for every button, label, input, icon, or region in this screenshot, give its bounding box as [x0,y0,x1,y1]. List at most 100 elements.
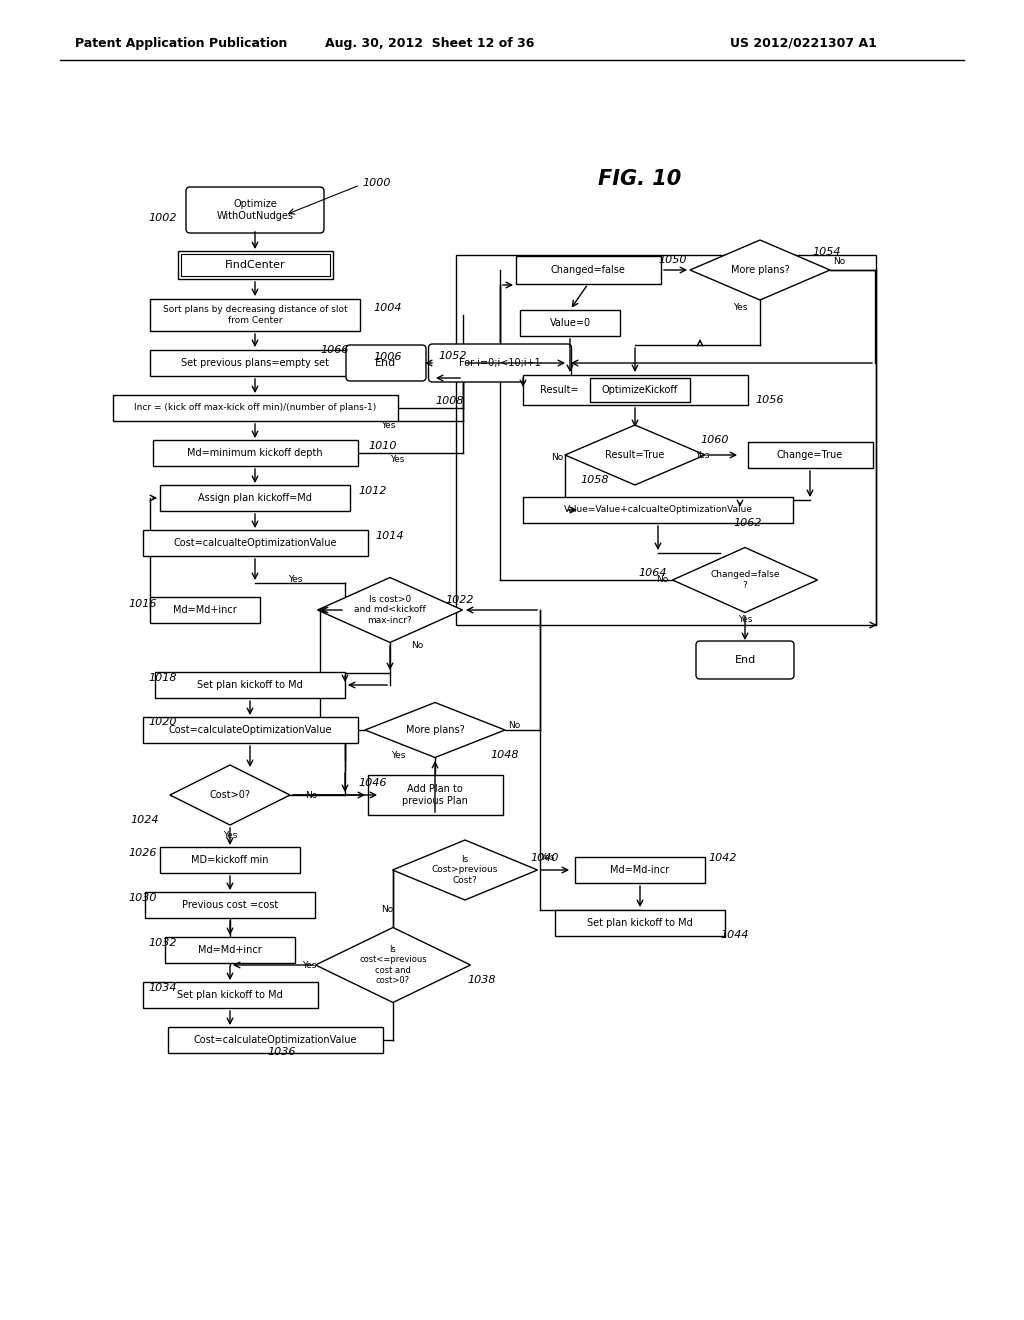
Text: 1026: 1026 [128,847,157,858]
Text: 1060: 1060 [700,436,728,445]
Polygon shape [317,578,463,643]
Text: 1066: 1066 [319,345,348,355]
Text: 1038: 1038 [467,975,496,985]
Bar [113,395,397,421]
Text: No: No [508,722,520,730]
Text: Result=: Result= [540,385,579,395]
Text: 1064: 1064 [638,568,667,578]
Bar [180,253,330,276]
Polygon shape [315,928,470,1002]
Text: 1050: 1050 [658,255,686,265]
Text: Result=True: Result=True [605,450,665,459]
Text: 1008: 1008 [435,396,464,407]
Text: 1016: 1016 [128,599,157,609]
Text: 1010: 1010 [368,441,396,451]
Text: Yes: Yes [223,830,238,840]
Bar [155,672,345,698]
Text: 1002: 1002 [148,213,176,223]
Text: Yes: Yes [302,961,316,969]
Text: Changed=false: Changed=false [551,265,626,275]
Text: 1052: 1052 [438,351,467,360]
Text: Yes: Yes [540,854,554,862]
Text: More plans?: More plans? [731,265,790,275]
Polygon shape [690,240,830,300]
FancyBboxPatch shape [346,345,426,381]
Text: Yes: Yes [733,304,748,313]
Text: No: No [381,906,393,915]
Text: Set plan kickoff to Md: Set plan kickoff to Md [177,990,283,1001]
Text: Yes: Yes [391,751,406,759]
Text: 1054: 1054 [812,247,841,257]
Polygon shape [170,766,290,825]
Text: Value=0: Value=0 [550,318,591,327]
Text: Set plan kickoff to Md: Set plan kickoff to Md [198,680,303,690]
Bar [368,775,503,814]
Text: 1032: 1032 [148,939,176,948]
FancyBboxPatch shape [696,642,794,678]
Text: 1056: 1056 [755,395,783,405]
Text: Assign plan kickoff=Md: Assign plan kickoff=Md [198,492,312,503]
Polygon shape [392,840,538,900]
Text: Yes: Yes [695,450,710,459]
Bar [150,300,360,331]
Bar [177,251,333,279]
Bar [160,484,350,511]
Text: No: No [411,640,423,649]
Text: Md=Md-incr: Md=Md-incr [610,865,670,875]
Text: Is cost>0
and md<kickoff
max-incr?: Is cost>0 and md<kickoff max-incr? [354,595,426,624]
Bar [555,909,725,936]
Text: Md=Md+incr: Md=Md+incr [198,945,262,954]
Text: OptimizeKickoff: OptimizeKickoff [602,385,678,395]
Bar [142,717,357,743]
Text: Cost=calculateOptimizationValue: Cost=calculateOptimizationValue [194,1035,356,1045]
Text: FindCenter: FindCenter [224,260,286,271]
Text: FIG. 10: FIG. 10 [598,169,682,189]
Bar [590,378,690,403]
Polygon shape [673,548,817,612]
Text: 1020: 1020 [148,717,176,727]
Text: US 2012/0221307 A1: US 2012/0221307 A1 [730,37,877,50]
Text: Cost=calcualteOptimizationValue: Cost=calcualteOptimizationValue [173,539,337,548]
Text: Yes: Yes [390,455,404,465]
Text: Sort plans by decreasing distance of slot
from Center: Sort plans by decreasing distance of slo… [163,305,347,325]
Text: Set plan kickoff to Md: Set plan kickoff to Md [587,917,693,928]
Text: Incr = (kick off max-kick off min)/(number of plans-1): Incr = (kick off max-kick off min)/(numb… [134,404,376,412]
Bar [515,256,660,284]
Text: Yes: Yes [288,576,302,585]
Text: End: End [734,655,756,665]
Text: No: No [833,257,845,267]
Bar [145,892,315,917]
Bar [520,310,620,337]
Bar [150,350,360,376]
Polygon shape [565,425,705,484]
Text: 1022: 1022 [445,595,473,605]
Text: Yes: Yes [381,421,395,429]
Text: 1000: 1000 [362,178,390,187]
Text: 1006: 1006 [373,352,401,362]
Bar [142,531,368,556]
Text: 1058: 1058 [580,475,608,484]
Bar [523,498,793,523]
Text: 1046: 1046 [358,777,386,788]
Text: Set previous plans=empty set: Set previous plans=empty set [181,358,329,368]
Bar [142,982,317,1008]
Text: Previous cost =cost: Previous cost =cost [182,900,279,909]
Bar [168,1027,383,1053]
Text: 1048: 1048 [490,750,518,760]
Text: Is
Cost>previous
Cost?: Is Cost>previous Cost? [432,855,499,884]
Text: Optimize
WithOutNudges: Optimize WithOutNudges [216,199,294,220]
Text: No: No [655,576,668,585]
Text: Md=minimum kickoff depth: Md=minimum kickoff depth [187,447,323,458]
Text: 1042: 1042 [708,853,736,863]
Text: Cost>0?: Cost>0? [210,789,251,800]
Text: Change=True: Change=True [777,450,843,459]
Text: 1024: 1024 [130,814,159,825]
FancyBboxPatch shape [186,187,324,234]
Text: More plans?: More plans? [406,725,464,735]
Text: Value=Value+calcualteOptimizationValue: Value=Value+calcualteOptimizationValue [563,506,753,515]
Text: 1044: 1044 [720,931,749,940]
Text: No: No [551,454,563,462]
Polygon shape [365,702,505,758]
Text: MD=kickoff min: MD=kickoff min [191,855,268,865]
Bar [748,442,872,469]
